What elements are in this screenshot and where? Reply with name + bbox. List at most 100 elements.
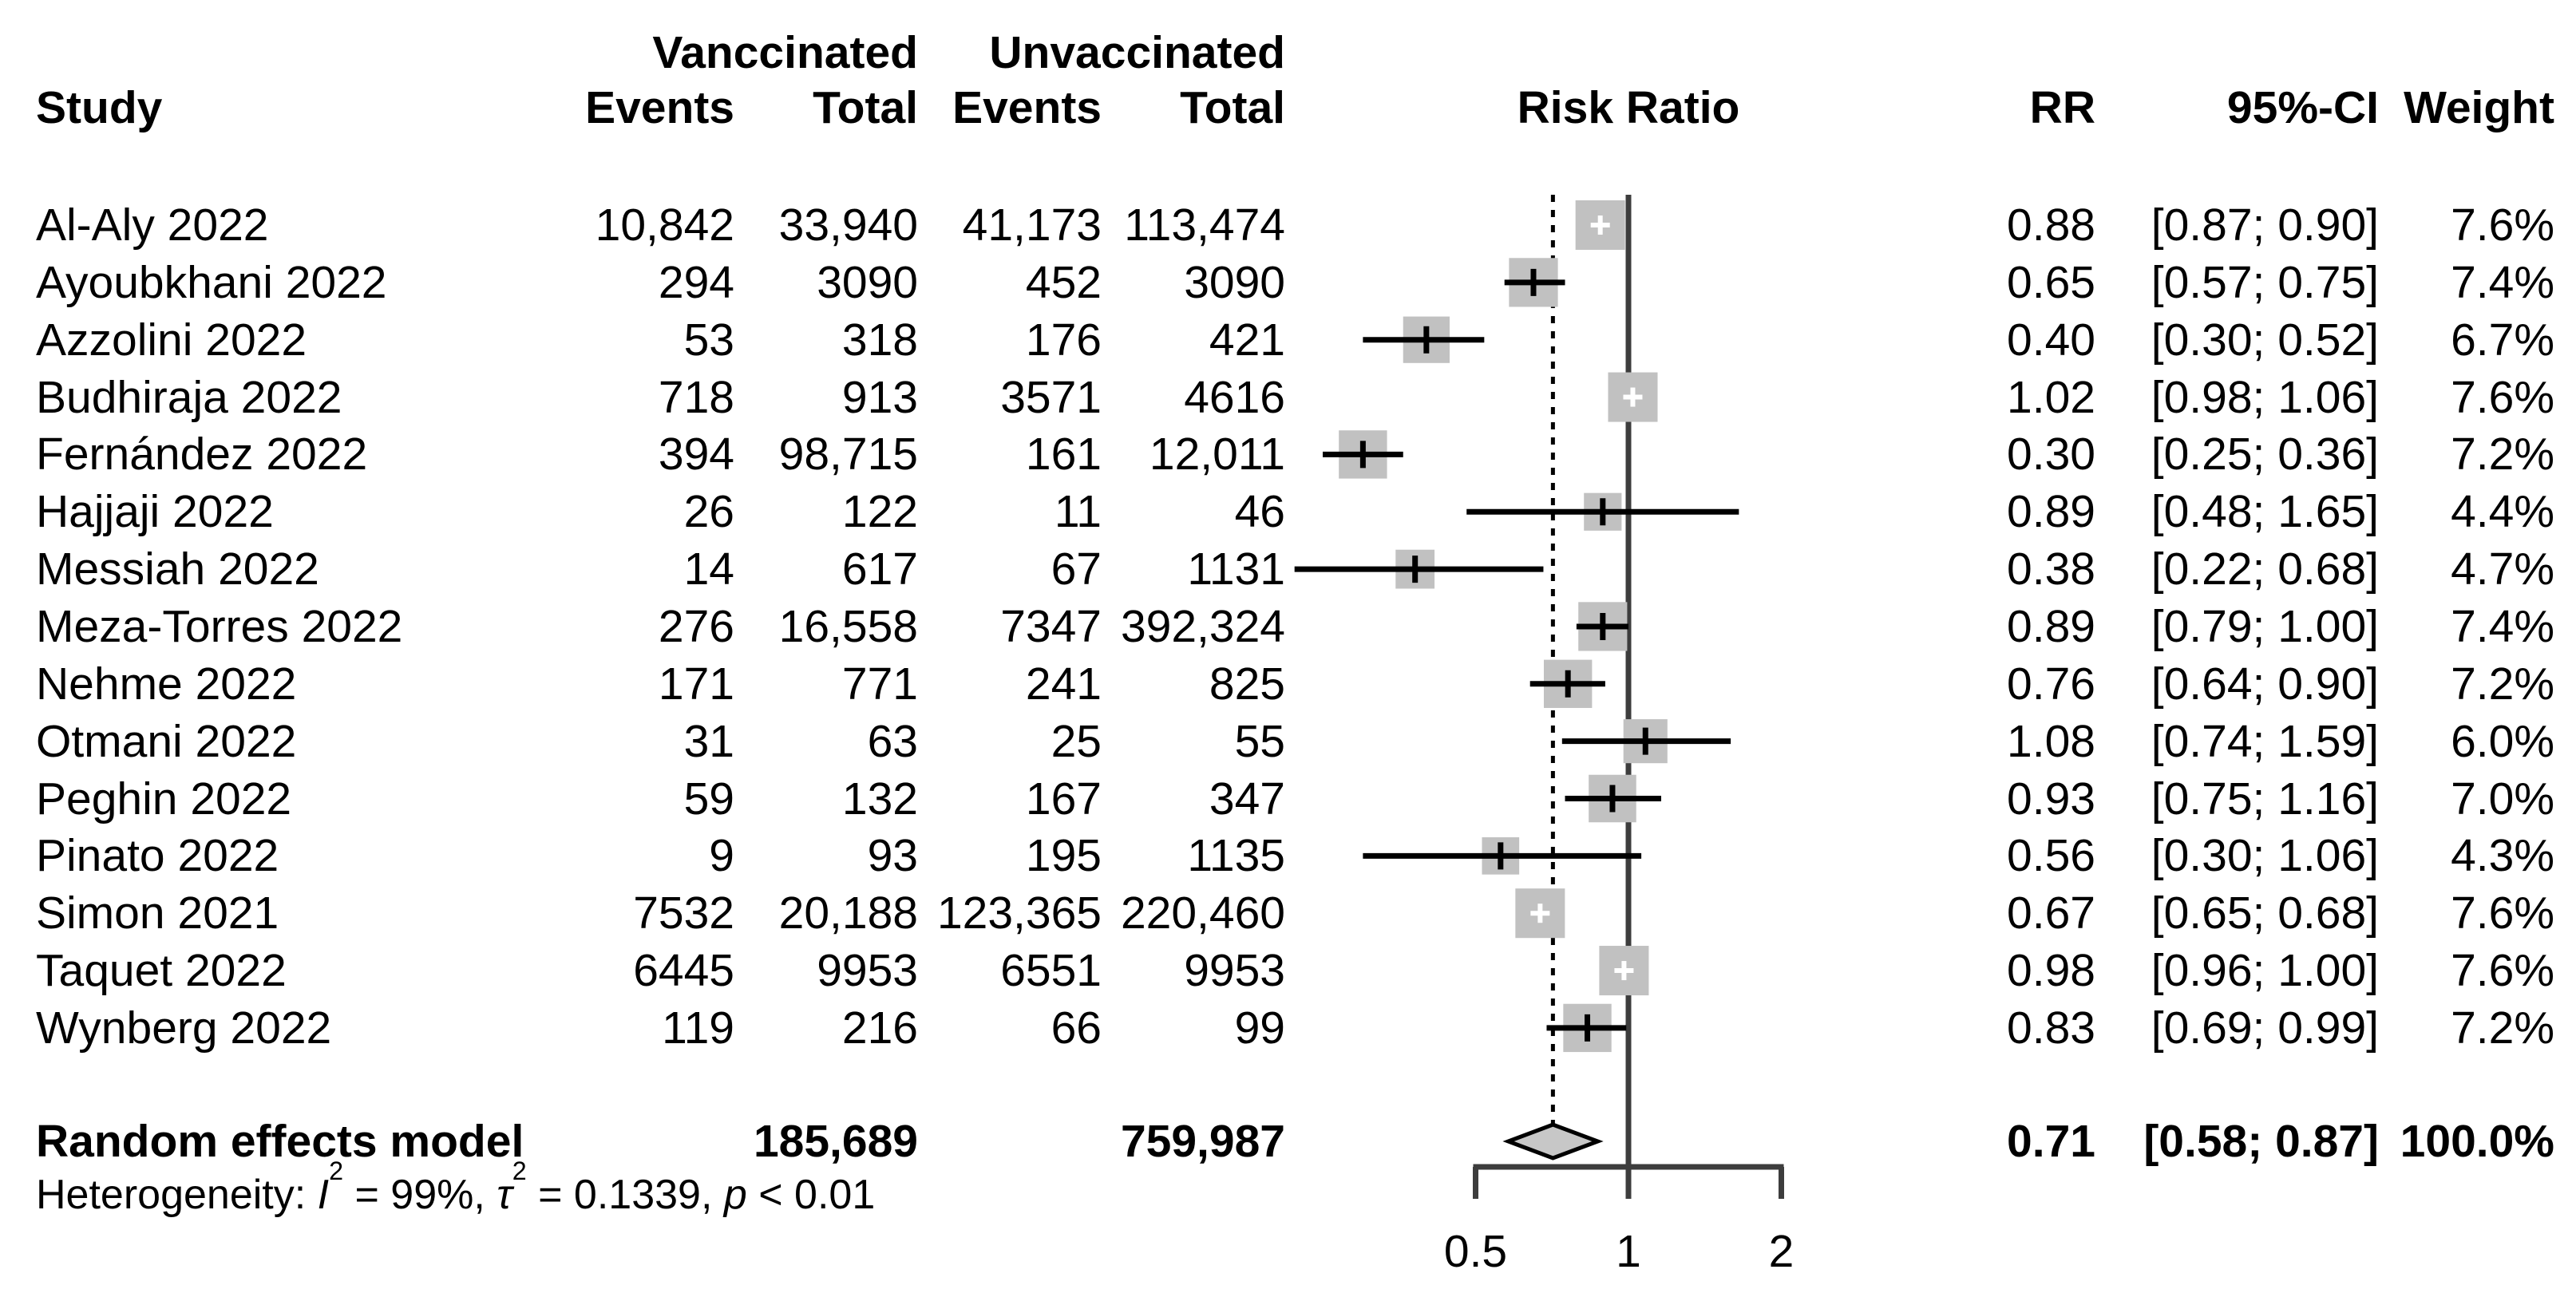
study-name: Pinato 2022 [36, 830, 279, 882]
vaccinated-total: 9953 [817, 945, 918, 997]
col-header-total1: Total [813, 82, 918, 133]
study-row: Al-Aly 2022 10,842 33,940 41,173 113,474 0.88… [0, 196, 2576, 254]
vaccinated-events: 171 [658, 658, 734, 710]
col-header-ci: 95%-CI [2226, 82, 2379, 133]
ci-value: [0.98; 1.06] [2151, 371, 2379, 423]
weight-value: 6.7% [2451, 314, 2554, 366]
rr-value: 0.89 [2007, 486, 2095, 538]
study-row: Otmani 2022 31 63 25 55 1.08 [0.74; 1.59] 6.0% [0, 713, 2576, 770]
study-name: Al-Aly 2022 [36, 200, 269, 251]
unvaccinated-total: 55 [1234, 715, 1285, 767]
unvaccinated-total: 1135 [1187, 830, 1285, 882]
vaccinated-events: 276 [658, 600, 734, 652]
rr-value: 0.30 [2007, 429, 2095, 480]
heterogeneity-note: Heterogeneity: I2 = 99%, τ2 = 0.1339, p … [36, 1158, 876, 1224]
ci-value: [0.57; 0.75] [2151, 256, 2379, 308]
unvaccinated-events: 123,365 [936, 888, 1102, 939]
rr-value: 0.98 [2007, 945, 2095, 997]
study-row: Meza-Torres 2022 276 16,558 7347 392,324 0.89… [0, 598, 2576, 655]
summary-rr-value: 0.71 [2007, 1116, 2095, 1167]
weight-value: 7.2% [2451, 1002, 2554, 1054]
vaccinated-total: 771 [841, 658, 918, 710]
study-row: Fernández 2022 394 98,715 161 12,011 0.30 [0.2… [0, 425, 2576, 483]
unvaccinated-total: 825 [1209, 658, 1285, 710]
weight-value: 7.6% [2451, 945, 2554, 997]
study-name: Simon 2021 [36, 888, 279, 939]
column-header-row: Study Events Total Events Total Risk Rat… [0, 79, 2576, 136]
weight-value: 7.6% [2451, 371, 2554, 423]
vaccinated-events: 7532 [633, 888, 734, 939]
study-name: Peghin 2022 [36, 773, 292, 824]
unvaccinated-events: 195 [1025, 830, 1102, 882]
rr-value: 0.65 [2007, 256, 2095, 308]
col-header-rr: RR [2029, 82, 2095, 133]
study-row: Messiah 2022 14 617 67 1131 0.38 [0.22; 0.68] 4… [0, 540, 2576, 598]
rr-value: 1.02 [2007, 371, 2095, 423]
unvaccinated-total: 99 [1234, 1002, 1285, 1054]
ci-value: [0.96; 1.00] [2151, 945, 2379, 997]
vaccinated-events: 119 [662, 1002, 734, 1054]
ci-value: [0.25; 0.36] [2151, 429, 2379, 480]
weight-value: 7.2% [2451, 658, 2554, 710]
unvaccinated-events: 11 [1054, 486, 1102, 538]
unvaccinated-total: 392,324 [1120, 600, 1285, 652]
unvaccinated-total: 9953 [1184, 945, 1285, 997]
study-name: Otmani 2022 [36, 715, 297, 767]
rr-value: 0.40 [2007, 314, 2095, 366]
ci-value: [0.64; 0.90] [2151, 658, 2379, 710]
vaccinated-total: 20,188 [778, 888, 918, 939]
vaccinated-events: 394 [658, 429, 734, 480]
study-name: Fernández 2022 [36, 429, 368, 480]
vaccinated-events: 53 [683, 314, 734, 366]
study-row: Taquet 2022 6445 9953 6551 9953 0.98 [0.96; 1.… [0, 942, 2576, 999]
vaccinated-total: 16,558 [778, 600, 918, 652]
weight-value: 4.4% [2451, 486, 2554, 538]
ci-value: [0.79; 1.00] [2151, 600, 2379, 652]
unvaccinated-events: 25 [1051, 715, 1102, 767]
summary-row: Random effects model 185,689 759,987 0.7… [0, 1113, 2576, 1170]
ci-value: [0.48; 1.65] [2151, 486, 2379, 538]
vaccinated-total: 617 [841, 544, 918, 595]
vaccinated-events: 59 [683, 773, 734, 824]
unvaccinated-events: 7347 [1000, 600, 1102, 652]
weight-value: 7.6% [2451, 888, 2554, 939]
ci-value: [0.69; 0.99] [2151, 1002, 2379, 1054]
unvaccinated-events: 176 [1025, 314, 1102, 366]
ci-value: [0.30; 1.06] [2151, 830, 2379, 882]
study-row: Pinato 2022 9 93 195 1135 0.56 [0.30; 1.06] 4.3… [0, 827, 2576, 884]
weight-value: 6.0% [2451, 715, 2554, 767]
unvaccinated-events: 6551 [1000, 945, 1102, 997]
vaccinated-events: 10,842 [595, 200, 734, 251]
col-header-events2: Events [952, 82, 1102, 133]
vaccinated-total: 63 [867, 715, 918, 767]
het-i-symbol: I [317, 1172, 330, 1218]
rr-value: 0.76 [2007, 658, 2095, 710]
unvaccinated-total: 3090 [1184, 256, 1285, 308]
summary-ci-value: [0.58; 0.87] [2143, 1116, 2379, 1167]
unvaccinated-events: 161 [1025, 429, 1102, 480]
het-p-value: < 0.01 [746, 1172, 876, 1218]
unvaccinated-total: 4616 [1184, 371, 1285, 423]
weight-value: 7.2% [2451, 429, 2554, 480]
unvaccinated-total: 46 [1234, 486, 1285, 538]
study-name: Wynberg 2022 [36, 1002, 332, 1054]
unvaccinated-total: 12,011 [1149, 429, 1285, 480]
summary-diamond [1502, 1122, 1604, 1161]
unvaccinated-events: 241 [1025, 658, 1102, 710]
summary-vaccinated-total: 185,689 [753, 1116, 918, 1167]
ci-value: [0.30; 0.52] [2151, 314, 2379, 366]
group-header-unvaccinated: Unvaccinated [989, 27, 1285, 78]
vaccinated-total: 33,940 [778, 200, 918, 251]
study-name: Taquet 2022 [36, 945, 287, 997]
ci-value: [0.87; 0.90] [2151, 200, 2379, 251]
unvaccinated-events: 167 [1025, 773, 1102, 824]
vaccinated-total: 913 [841, 371, 918, 423]
weight-value: 7.0% [2451, 773, 2554, 824]
unvaccinated-total: 220,460 [1120, 888, 1285, 939]
vaccinated-events: 31 [683, 715, 734, 767]
vaccinated-events: 6445 [633, 945, 734, 997]
study-name: Azzolini 2022 [36, 314, 307, 366]
rr-value: 0.38 [2007, 544, 2095, 595]
col-header-total2: Total [1180, 82, 1285, 133]
